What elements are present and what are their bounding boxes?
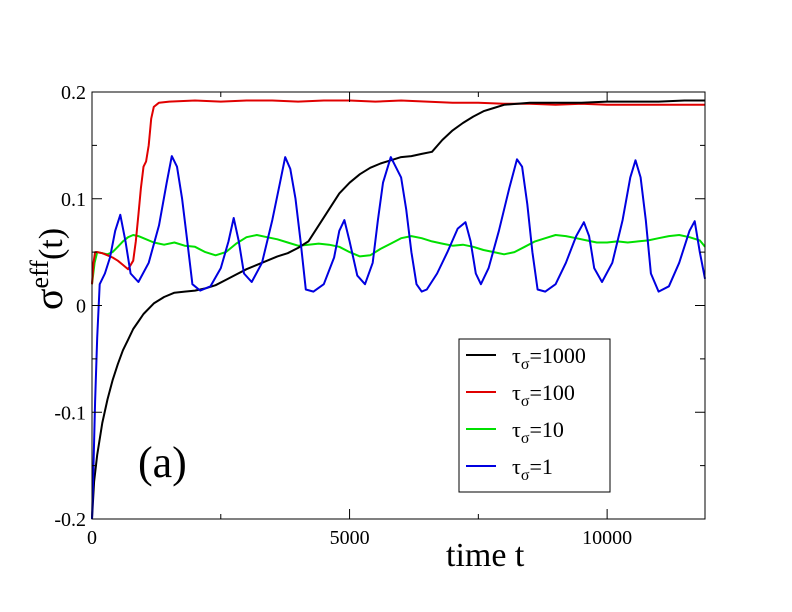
legend-sigma-sub: σ [521,356,530,373]
legend-label-0: τσ=1000 [512,343,586,373]
y-tick-label: -0.2 [54,509,86,531]
series-line-0 [91,99,705,520]
legend-value: =10 [529,417,563,442]
legend-label-2: τσ=10 [512,417,564,447]
x-axis-label: time t [446,537,525,574]
y-axis-label: σeff(t) [25,228,71,310]
y-tick-label: 0.2 [61,82,86,104]
y-tick-label: 0 [76,296,86,318]
legend-label-1: τσ=100 [512,380,575,410]
legend-sigma-sub: σ [521,393,530,410]
legend-sigma-sub: σ [521,467,530,484]
legend-tau: τ [512,454,521,479]
x-tick-label: 10000 [582,527,632,549]
legend-value: =1000 [529,343,585,368]
legend-value: =1 [529,454,552,479]
y-tick-label: -0.1 [54,402,86,424]
x-tick-label: 5000 [330,527,370,549]
y-axis-label-base: σ [26,288,71,310]
legend-label-3: τσ=1 [512,454,553,484]
tick-labels: 0 5000 10000 -0.2 -0.1 0 0.1 0.2 [54,82,632,549]
legend-tau: τ [512,417,521,442]
ticks-layer [91,91,705,520]
series-layer [91,99,706,520]
y-axis-label-sup: eff [25,260,54,289]
series-line-2 [91,234,706,285]
svg-text:σeff(t): σeff(t) [25,228,71,310]
series-line-1 [91,99,705,285]
panel-label: (a) [138,438,187,487]
y-axis-label-rest: (t) [33,228,70,260]
x-tick-label: 0 [87,527,97,549]
y-tick-label: 0.1 [61,189,86,211]
legend-tau: τ [512,343,521,368]
legend-sigma-sub: σ [521,430,530,447]
series-line-3 [91,155,706,520]
legend-value: =100 [529,380,574,405]
legend-tau: τ [512,380,521,405]
